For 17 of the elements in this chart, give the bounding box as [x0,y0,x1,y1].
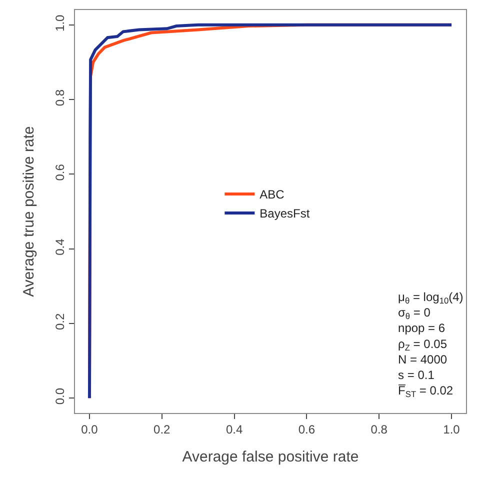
x-tick-label: 0.8 [370,422,388,436]
x-tick-label: 0.4 [226,422,243,436]
x-tick-label: 1.0 [443,422,460,436]
y-tick-label: 0.0 [53,388,68,405]
text: μ$_{θ}$ = log$_{10}$(4) σ$_{θ}$ = 0 npop = 6 ρ$_{Z}$ = 0.05 N = 4000 s = 0.1 F̅$_{ST}$ = 0.02 [398,290,464,400]
y-tick-label: 0.2 [53,312,68,330]
x-tick-label: 0.2 [154,422,171,436]
y-tick-label: 0.8 [53,89,68,106]
x-tick-label: 0.0 [81,422,98,436]
y-tick-label: 0.6 [53,164,68,181]
x-tick-label: 0.6 [298,422,316,436]
legend-label: ABC [260,188,285,202]
x-axis-title: Average false positive rate [182,448,359,466]
legend-label: BayesFst [260,206,310,221]
y-axis-title: Average true positive rate [20,126,38,297]
y-tick-label: 0.4 [53,238,68,256]
y-tick-label: 1.0 [53,14,68,32]
